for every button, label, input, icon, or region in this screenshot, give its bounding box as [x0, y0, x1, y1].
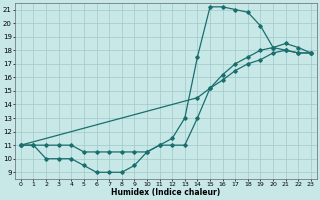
- X-axis label: Humidex (Indice chaleur): Humidex (Indice chaleur): [111, 188, 220, 197]
